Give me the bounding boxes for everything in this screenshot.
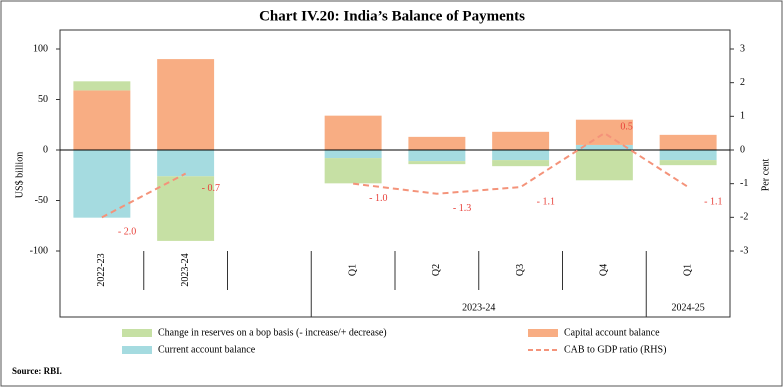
legend-swatch [528,329,558,337]
x-tick-label: Q3 [515,264,526,276]
group-label: 2024-25 [671,302,704,313]
bar [659,134,717,150]
bar [324,158,382,184]
y-tick-label: -100 [30,245,48,256]
y-tick-label: -50 [35,195,48,206]
x-tick-label: Q1 [347,264,358,276]
y2-tick-label: -1 [740,178,748,189]
legend-swatch [122,346,152,354]
bar [73,81,131,91]
bar [324,150,382,159]
y2-tick-label: -2 [740,212,748,223]
data-label: - 0.7 [202,183,220,194]
bar [73,90,131,150]
x-tick-label: 2023-24 [180,253,191,286]
y2-tick-label: 0 [740,144,745,155]
bar [575,150,633,181]
data-label: - 1.3 [453,203,471,214]
bar [492,160,550,167]
legend-swatch [122,329,152,337]
bar [157,59,215,150]
chart-title: Chart IV.20: India’s Balance of Payments [259,8,525,24]
bar [408,136,466,150]
x-tick-label: Q4 [599,264,610,276]
bar [659,160,717,166]
y-tick-label: 50 [38,94,48,105]
group-label: 2023-24 [462,302,495,313]
bar [324,115,382,150]
data-label: 0.5 [620,121,633,132]
y2-axis-label: Per cent [760,159,771,192]
legend-label: Change in reserves on a bop basis (- inc… [158,327,387,338]
bar [492,150,550,161]
data-label: - 1.0 [369,193,387,204]
x-tick-label: Q2 [431,264,442,276]
y2-tick-label: -3 [740,245,748,256]
bar [659,150,717,161]
legend-label: CAB to GDP ratio (RHS) [564,344,666,355]
y2-tick-label: 3 [740,43,745,54]
data-label: - 1.1 [537,196,555,207]
data-label: - 2.0 [118,227,136,238]
bar [157,150,215,177]
bar [492,131,550,150]
bar [575,144,633,150]
legend-label: Capital account balance [564,327,660,338]
y-axis-label: US$ billion [14,152,25,198]
bar [157,176,215,241]
bar [408,161,466,165]
y2-tick-label: 2 [740,77,745,88]
legend-label: Current account balance [158,344,256,355]
plot-frame [59,29,731,318]
y-tick-label: 0 [43,144,48,155]
line [101,131,689,219]
y2-tick-label: 1 [740,111,745,122]
source: Source: RBI. [12,366,62,376]
bar [575,119,633,145]
x-tick-label: Q1 [682,264,693,276]
bar [408,150,466,162]
data-label: - 1.1 [704,196,722,207]
y-tick-label: 100 [33,43,48,54]
x-tick-label: 2022-23 [96,253,107,286]
